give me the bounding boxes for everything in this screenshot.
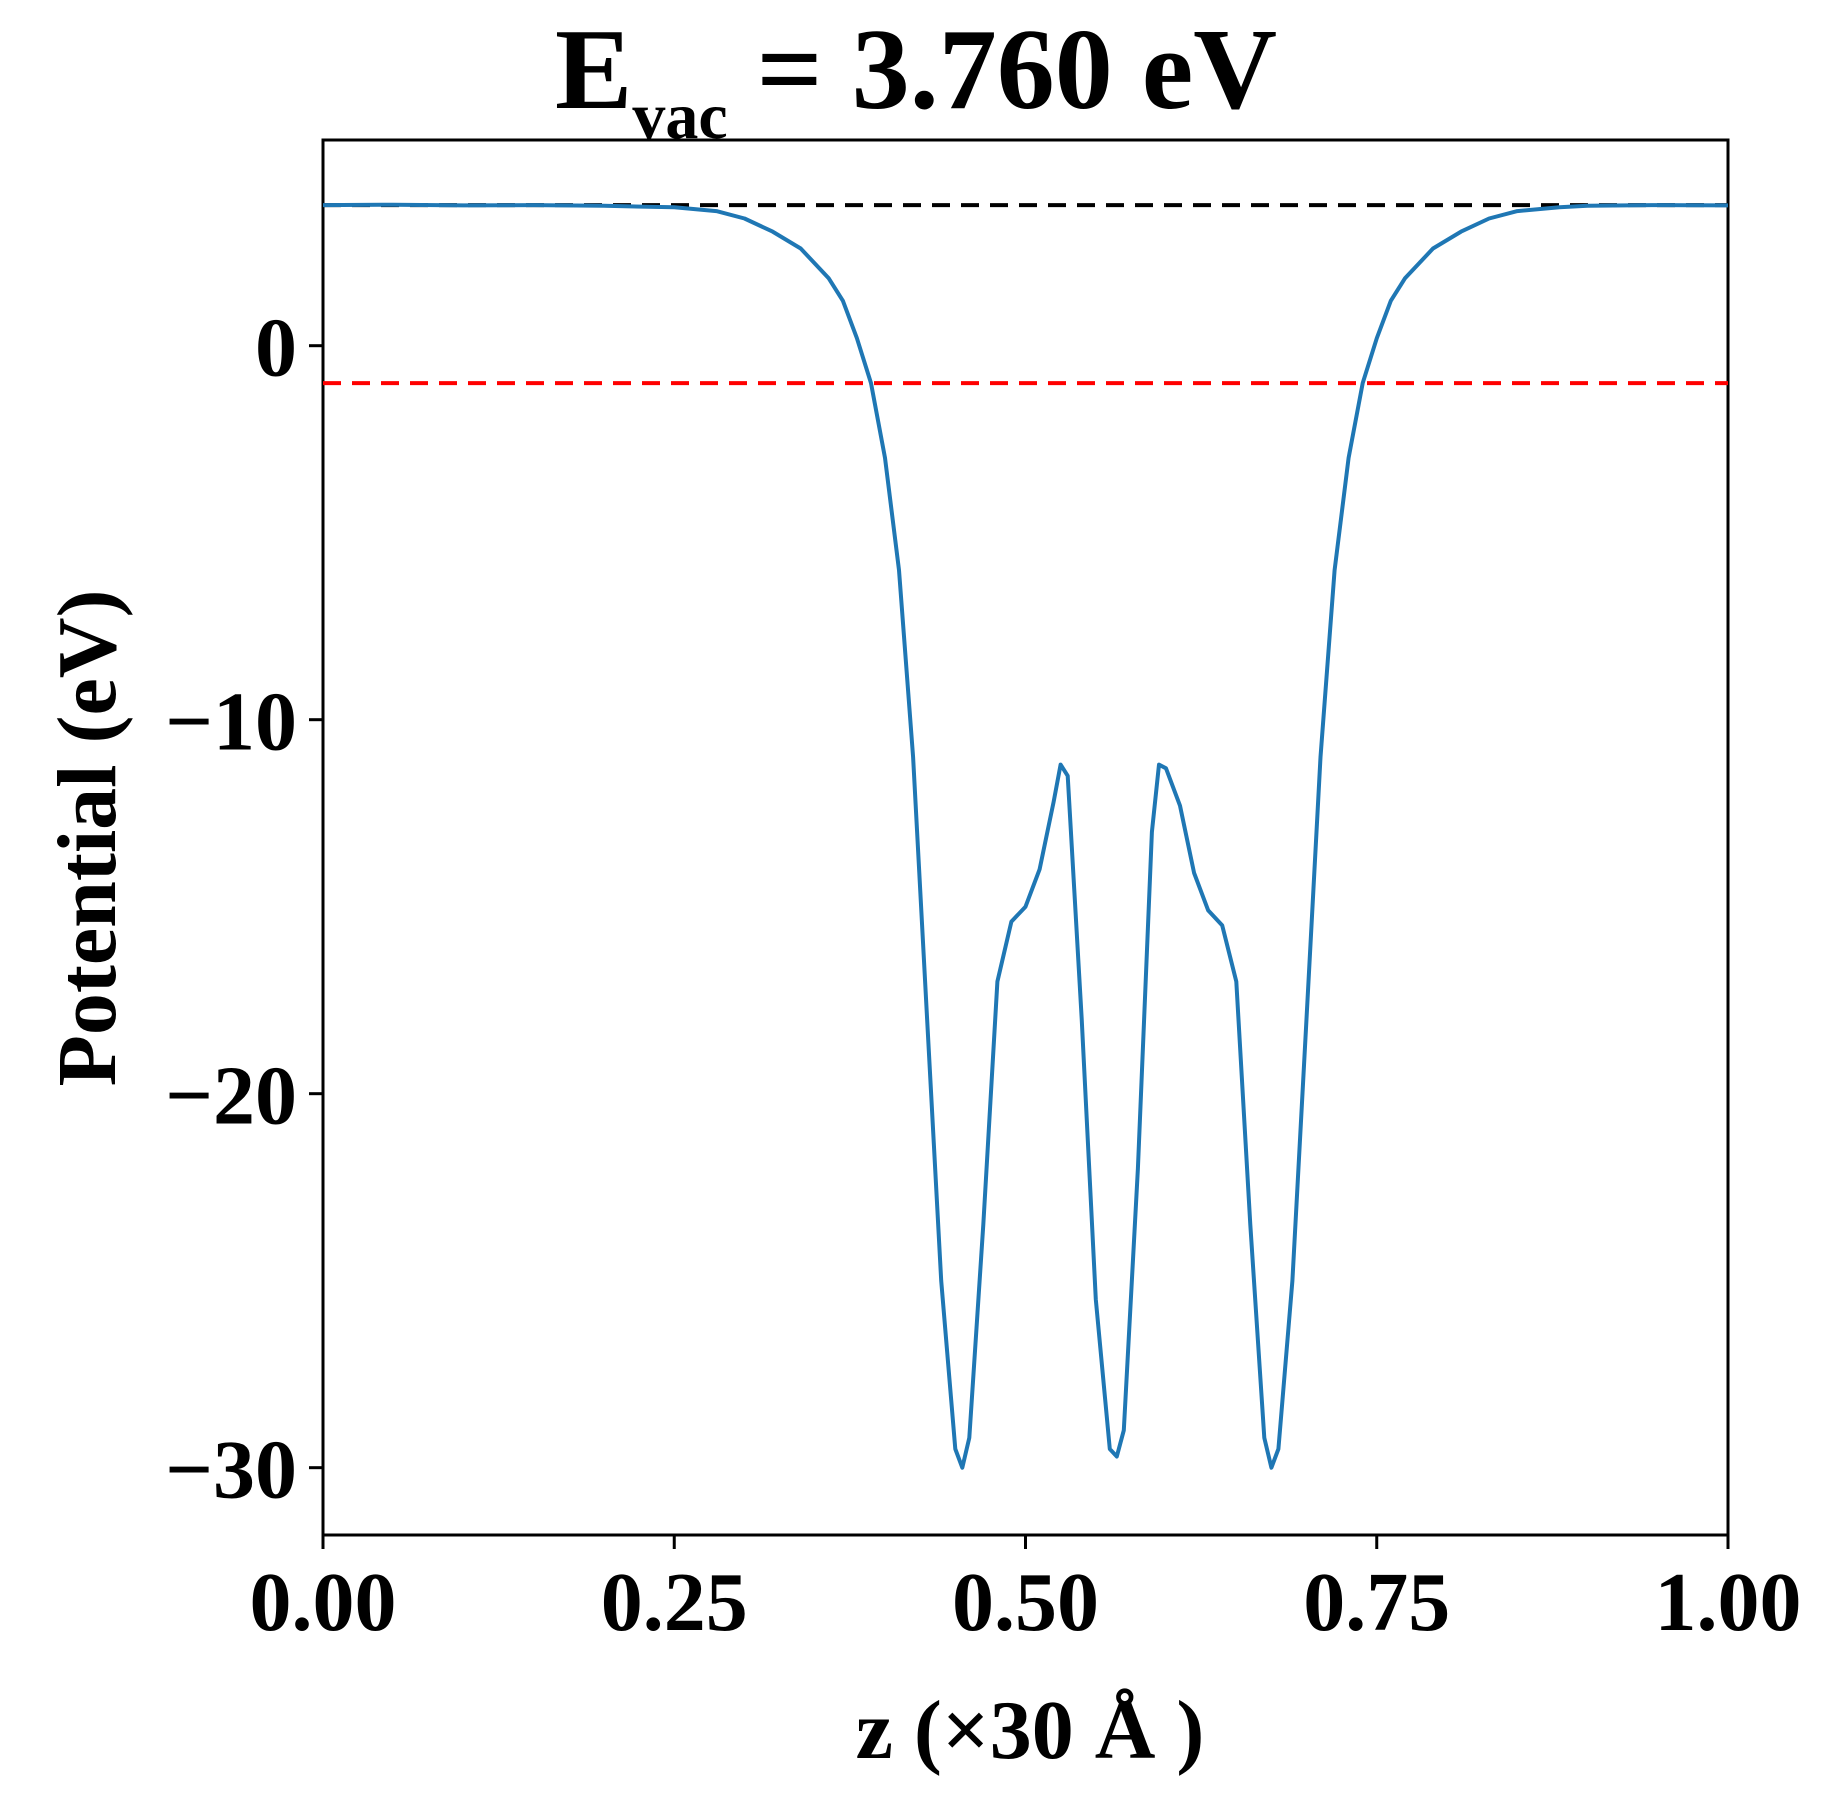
reference-lines [323,203,1728,386]
y-tick-label: 0 [255,302,297,395]
y-tick-label: −30 [165,1424,297,1517]
title-rest: = 3.760 eV [728,6,1277,134]
x-axis-ticks: 0.00 0.25 0.50 0.75 1.00 [250,1535,1802,1649]
x-tick-label: 0.50 [952,1556,1099,1649]
title-subscript: vac [632,80,727,153]
x-tick-label: 1.00 [1655,1556,1802,1649]
series-line-0 [322,202,1729,1470]
x-tick-label: 0.75 [1303,1556,1450,1649]
y-axis-ticks: 0 −10 −20 −30 [165,302,323,1517]
x-axis-label: z (×30 Å ) [856,1684,1205,1777]
x-tick-label: 0.00 [250,1556,397,1649]
plot-frame [321,138,1730,1537]
y-tick-label: −20 [165,1050,297,1143]
y-tick-label: −10 [165,676,297,769]
chart-title: Evac = 3.760 eV [555,6,1277,153]
x-tick-label: 0.25 [601,1556,748,1649]
y-axis-label: Potential (eV) [41,590,134,1087]
title-base: E [555,6,632,134]
series-layer [322,202,1729,1470]
